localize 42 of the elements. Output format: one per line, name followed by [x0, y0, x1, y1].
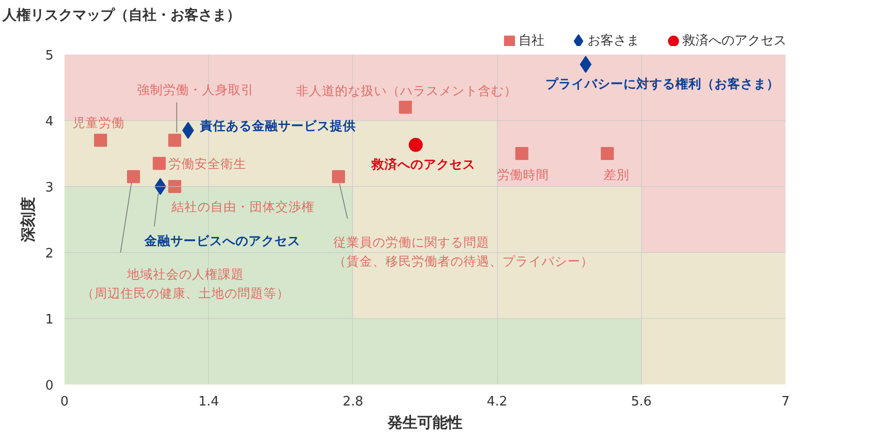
y-axis-title: 深刻度 [19, 197, 38, 243]
annotation: 労働安全衛生 [168, 156, 246, 171]
x-axis-title: 発生可能性 [386, 414, 462, 432]
x-tick-label: 4.2 [486, 394, 508, 410]
point [152, 156, 166, 170]
annotation: 強制労働・人身取引 [137, 82, 254, 97]
annotation: 救済へのアクセス [370, 156, 476, 172]
y-tick-label: 5 [45, 48, 54, 64]
annotation: 金融サービスへのアクセス [143, 233, 300, 248]
legend-label: 自社 [518, 34, 544, 49]
annotation: 地域社会の人権課題（周辺住民の健康、土地の問題等） [82, 266, 290, 300]
point [332, 170, 345, 184]
point [94, 134, 108, 147]
point [580, 56, 592, 73]
point [168, 180, 182, 193]
point [515, 147, 528, 160]
legend-label: 救済へのアクセス [682, 32, 786, 49]
annotation: 従業員の労働に関する問題（賃金、移民労働者の待遇、プライバシー） [333, 234, 594, 268]
point [408, 138, 423, 152]
point [154, 178, 166, 195]
annotation: 労働時間 [496, 167, 549, 182]
point [168, 134, 182, 147]
y-tick-label: 0 [45, 378, 54, 394]
y-tick-label: 3 [45, 180, 54, 196]
x-tick-label: 2.8 [342, 394, 364, 410]
point [398, 100, 412, 114]
annotation: プライバシーに対する権利（お客さま） [546, 76, 780, 91]
y-tick-label: 1 [45, 312, 54, 328]
x-tick-label: 5.6 [630, 394, 652, 410]
chart-title: 人権リスクマップ（自社・お客さま） [2, 6, 240, 24]
annotation: 非人道的な扱い（ハラスメント含む） [296, 82, 517, 98]
y-tick-label: 2 [45, 246, 54, 262]
point [600, 147, 614, 160]
y-tick-label: 4 [45, 114, 54, 130]
point [127, 170, 140, 184]
annotation: 責任ある金融サービス提供 [199, 118, 356, 133]
x-tick-label: 7 [781, 394, 790, 410]
annotation: 差別 [603, 167, 630, 182]
x-tick-label: 1.4 [198, 394, 220, 410]
annotation: 児童労働 [72, 114, 125, 130]
annotation: 結社の自由・団体交渉権 [170, 199, 315, 214]
x-tick-label: 0 [60, 394, 69, 410]
